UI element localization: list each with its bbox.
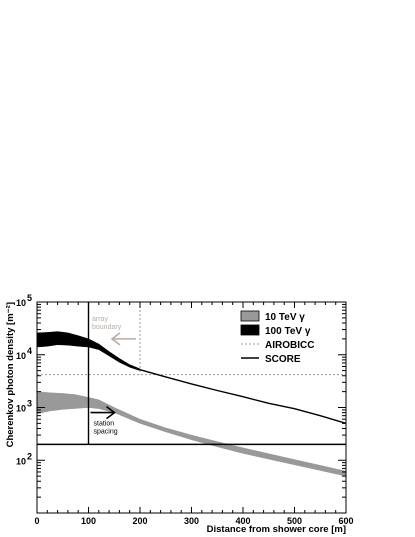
x-tick-label-1: 100 — [81, 516, 96, 526]
legend-swatch-1 — [240, 324, 260, 336]
series-3-curve — [139, 369, 346, 425]
legend-swatch-0 — [240, 310, 260, 322]
y-tick-label-3: 10 — [16, 298, 26, 308]
y-tick-exponent-1: 3 — [27, 399, 32, 409]
y-axis-title: Cherenkov photon density [m⁻²] — [5, 302, 16, 447]
x-tick-label-2: 200 — [132, 516, 147, 526]
annotation-text-1-0: station — [94, 421, 115, 428]
x-tick-label-4: 400 — [235, 516, 250, 526]
legend-label-1: 100 TeV γ — [265, 326, 311, 337]
annotation-text-0-1: boundary — [92, 324, 122, 331]
plot-area — [37, 302, 346, 477]
legend-label-3: SCORE — [265, 354, 301, 365]
y-tick-label-0: 10 — [16, 456, 26, 466]
y-tick-exponent-0: 2 — [27, 451, 32, 461]
x-tick-label-5: 500 — [287, 516, 302, 526]
y-tick-exponent-3: 5 — [27, 293, 32, 303]
legend: 10 TeV γ 100 TeV γ AIROBICC SCORE — [240, 310, 314, 365]
annotation-arrow-head-0 — [110, 332, 121, 346]
x-tick-label-3: 300 — [184, 516, 199, 526]
y-tick-exponent-2: 4 — [27, 346, 32, 356]
legend-label-0: 10 TeV γ — [265, 312, 305, 323]
y-tick-label-2: 10 — [16, 351, 26, 361]
x-axis-title: Distance from shower core [m] — [207, 524, 346, 535]
annotation-text-1-1: spacing — [94, 429, 118, 436]
x-tick-label-6: 600 — [338, 516, 353, 526]
x-tick-label-0: 0 — [34, 516, 39, 526]
y-tick-label-1: 10 — [16, 404, 26, 414]
annotation-text-0-0: array — [92, 316, 108, 323]
series-band-0 — [37, 391, 346, 477]
annotation-arrow-head-1 — [106, 405, 116, 420]
legend-label-2: AIROBICC — [265, 340, 314, 351]
